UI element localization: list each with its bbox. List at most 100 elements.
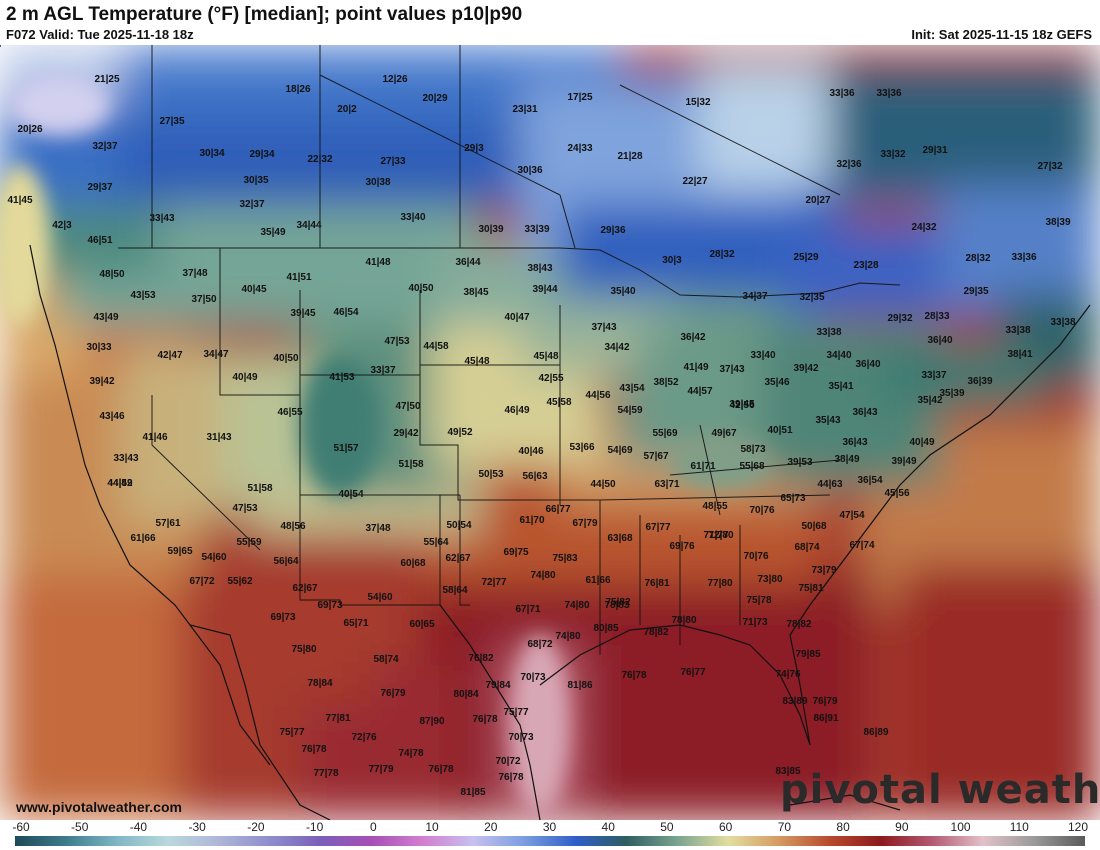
point-value-label: 29|31 (922, 145, 947, 156)
point-value-label: 39|42 (793, 363, 818, 374)
point-value-label: 40|45 (241, 284, 266, 295)
point-value-label: 25|29 (793, 252, 818, 263)
point-value-label: 83|85 (775, 766, 800, 777)
point-value-label: 33|38 (1050, 317, 1075, 328)
point-value-label: 35|42 (917, 395, 942, 406)
point-value-label: 74|80 (530, 570, 555, 581)
scale-tick-label: -40 (129, 820, 148, 834)
point-value-label: 55|64 (423, 537, 448, 548)
point-value-label: 75|82 (605, 597, 630, 608)
point-value-label: 33|36 (829, 88, 854, 99)
point-value-label: 32|37 (239, 199, 264, 210)
point-value-label: 45|56 (884, 488, 909, 499)
point-value-label: 36|40 (855, 359, 880, 370)
point-value-label: 44|52 (107, 478, 132, 489)
point-value-label: 40|50 (273, 353, 298, 364)
point-value-label: 40|49 (232, 372, 257, 383)
point-value-label: 76|78 (621, 670, 646, 681)
point-value-label: 33|43 (113, 453, 138, 464)
point-value-label: 72|76 (351, 732, 376, 743)
point-value-label: 33|38 (816, 327, 841, 338)
scale-tick-label: -30 (188, 820, 206, 834)
scale-tick-label: -20 (247, 820, 265, 834)
point-value-label: 37|43 (591, 322, 616, 333)
point-value-label: 35|39 (939, 388, 964, 399)
point-value-label: 54|60 (201, 552, 226, 563)
point-value-label: 47|54 (839, 510, 864, 521)
point-value-label: 76|78 (301, 744, 326, 755)
point-value-label: 22|32 (307, 154, 332, 165)
scale-tick-label: 0 (369, 820, 377, 834)
point-value-label: 76|78 (428, 764, 453, 775)
point-value-label: 41|53 (329, 372, 354, 383)
point-value-label: 77|78 (313, 768, 338, 779)
point-value-label: 54|69 (607, 445, 632, 456)
point-value-label: 33|39 (524, 224, 549, 235)
point-value-label: 44|50 (590, 479, 615, 490)
point-value-label: 42|55 (538, 373, 563, 384)
temperature-map[interactable]: 21|25 18|26 12|26 20|29 20|2 23|31 17|25 15|32 3… (0, 45, 1100, 820)
point-value-label: 30|38 (365, 177, 390, 188)
point-value-label: 39|49 (891, 456, 916, 467)
point-value-label: 34|42 (604, 342, 629, 353)
point-value-label: 50|54 (446, 520, 471, 531)
point-value-label: 37|48 (365, 523, 390, 534)
point-value-label: 47|53 (384, 336, 409, 347)
point-value-label: 46|51 (87, 235, 112, 246)
point-value-label: 29|36 (600, 225, 625, 236)
point-value-label: 36|40 (927, 335, 952, 346)
point-value-label: 35|46 (764, 377, 789, 388)
point-value-label: 61|70 (519, 515, 544, 526)
website-link[interactable]: www.pivotalweather.com (15, 799, 182, 815)
point-value-label: 34|40 (826, 350, 851, 361)
point-value-label: 50|53 (478, 469, 503, 480)
point-value-label: 29|35 (963, 286, 988, 297)
point-value-label: 44|57 (687, 386, 712, 397)
point-value-label: 48|56 (280, 521, 305, 532)
point-value-label: 41|45 (7, 195, 32, 206)
point-value-label: 75|77 (503, 707, 528, 718)
point-value-label: 68|74 (794, 542, 819, 553)
point-values: 21|25 18|26 12|26 20|29 20|2 23|31 17|25 15|32 3… (0, 45, 1076, 798)
color-scale: -60 -50 -40 -30 -20 -10 0 10 20 30 40 50 60 70 80 90 100… (0, 820, 1100, 850)
point-value-label: 38|43 (527, 263, 552, 274)
point-value-label: 39|42 (89, 376, 114, 387)
point-value-label: 46|55 (277, 407, 302, 418)
point-value-label: 76|81 (644, 578, 669, 589)
point-value-label: 78|82 (786, 619, 811, 630)
point-value-label: 45|48 (464, 356, 489, 367)
point-value-label: 65|71 (343, 618, 368, 629)
point-value-label: 36|43 (852, 407, 877, 418)
point-value-label: 70|72 (495, 756, 520, 767)
point-value-label: 50|68 (801, 521, 826, 532)
point-value-label: 76|82 (468, 653, 493, 664)
scale-tick-label: -10 (305, 820, 324, 834)
scale-tick-label: 60 (718, 820, 733, 834)
point-value-label: 48|55 (702, 501, 727, 512)
map-canvas: 21|25 18|26 12|26 20|29 20|2 23|31 17|25 15|32 3… (0, 45, 1100, 820)
point-value-label: 70|73 (520, 672, 545, 683)
point-value-label: 80|85 (593, 623, 618, 634)
point-value-label: 79|85 (795, 649, 820, 660)
map-title: 2 m AGL Temperature (°F) [median]; point… (6, 4, 523, 25)
point-value-label: 79|84 (485, 680, 510, 691)
point-value-label: 30|3 (662, 255, 682, 266)
header: 2 m AGL Temperature (°F) [median]; point… (0, 0, 1100, 45)
point-value-label: 76|78 (498, 772, 523, 783)
point-value-label: 36|43 (842, 437, 867, 448)
point-value-label: 69|73 (317, 600, 342, 611)
point-value-label: 75|80 (291, 644, 316, 655)
point-value-label: 37|43 (719, 364, 744, 375)
point-value-label: 42|47 (157, 350, 182, 361)
point-value-label: 53|66 (569, 442, 594, 453)
point-value-label: 56|63 (522, 471, 547, 482)
point-value-label: 12|26 (382, 74, 407, 85)
point-value-label: 30|35 (243, 175, 268, 186)
point-value-label: 60|65 (409, 619, 434, 630)
scale-tick-label: 120 (1067, 820, 1089, 834)
point-value-label: 74|76 (775, 669, 800, 680)
scale-tick-label: 50 (660, 820, 674, 834)
point-value-label: 83|89 (782, 696, 807, 707)
point-value-label: 21|28 (617, 151, 642, 162)
scale-tick-label: -60 (12, 820, 30, 834)
